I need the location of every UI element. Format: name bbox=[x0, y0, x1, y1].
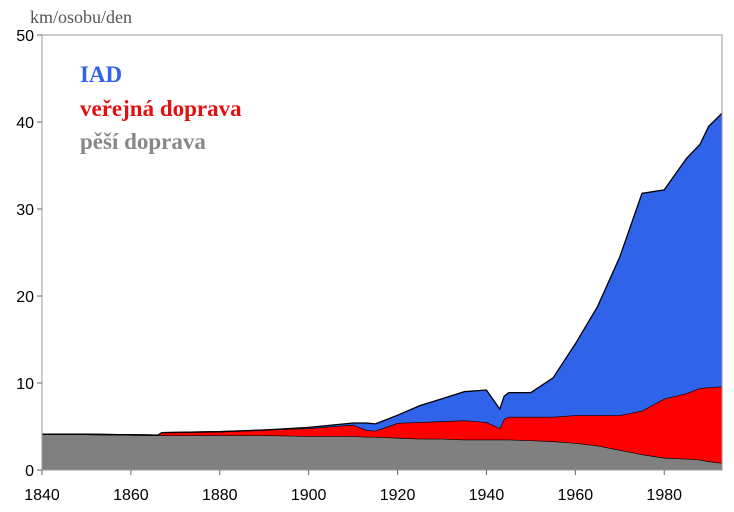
area-IAD bbox=[42, 113, 722, 436]
legend-verejna-doprava: veřejná doprava bbox=[80, 96, 242, 121]
y-tick-label: 30 bbox=[16, 202, 34, 219]
y-tick-label: 0 bbox=[25, 463, 34, 480]
y-tick-label: 10 bbox=[16, 376, 34, 393]
y-tick-label: 50 bbox=[16, 28, 34, 45]
area-pěší-doprava bbox=[42, 434, 722, 470]
y-tick-label: 40 bbox=[16, 115, 34, 132]
plot-frame bbox=[41, 34, 723, 471]
y-tick-label: 20 bbox=[16, 289, 34, 306]
x-tick-label: 1860 bbox=[113, 487, 149, 504]
x-tick-label: 1920 bbox=[380, 487, 416, 504]
x-tick-label: 1900 bbox=[291, 487, 327, 504]
x-tick-label: 1940 bbox=[469, 487, 505, 504]
boundary-IAD bbox=[42, 112, 723, 436]
x-tick-label: 1880 bbox=[202, 487, 238, 504]
x-tick-label: 1980 bbox=[646, 487, 682, 504]
y-axis-label: km/osobu/den bbox=[30, 7, 132, 27]
legend-iad: IAD bbox=[80, 62, 122, 87]
legend-pesi-doprava: pěší doprava bbox=[80, 129, 206, 154]
area-veřejná-doprava bbox=[42, 386, 722, 463]
x-tick-label: 1840 bbox=[24, 487, 60, 504]
x-tick-label: 1960 bbox=[558, 487, 594, 504]
